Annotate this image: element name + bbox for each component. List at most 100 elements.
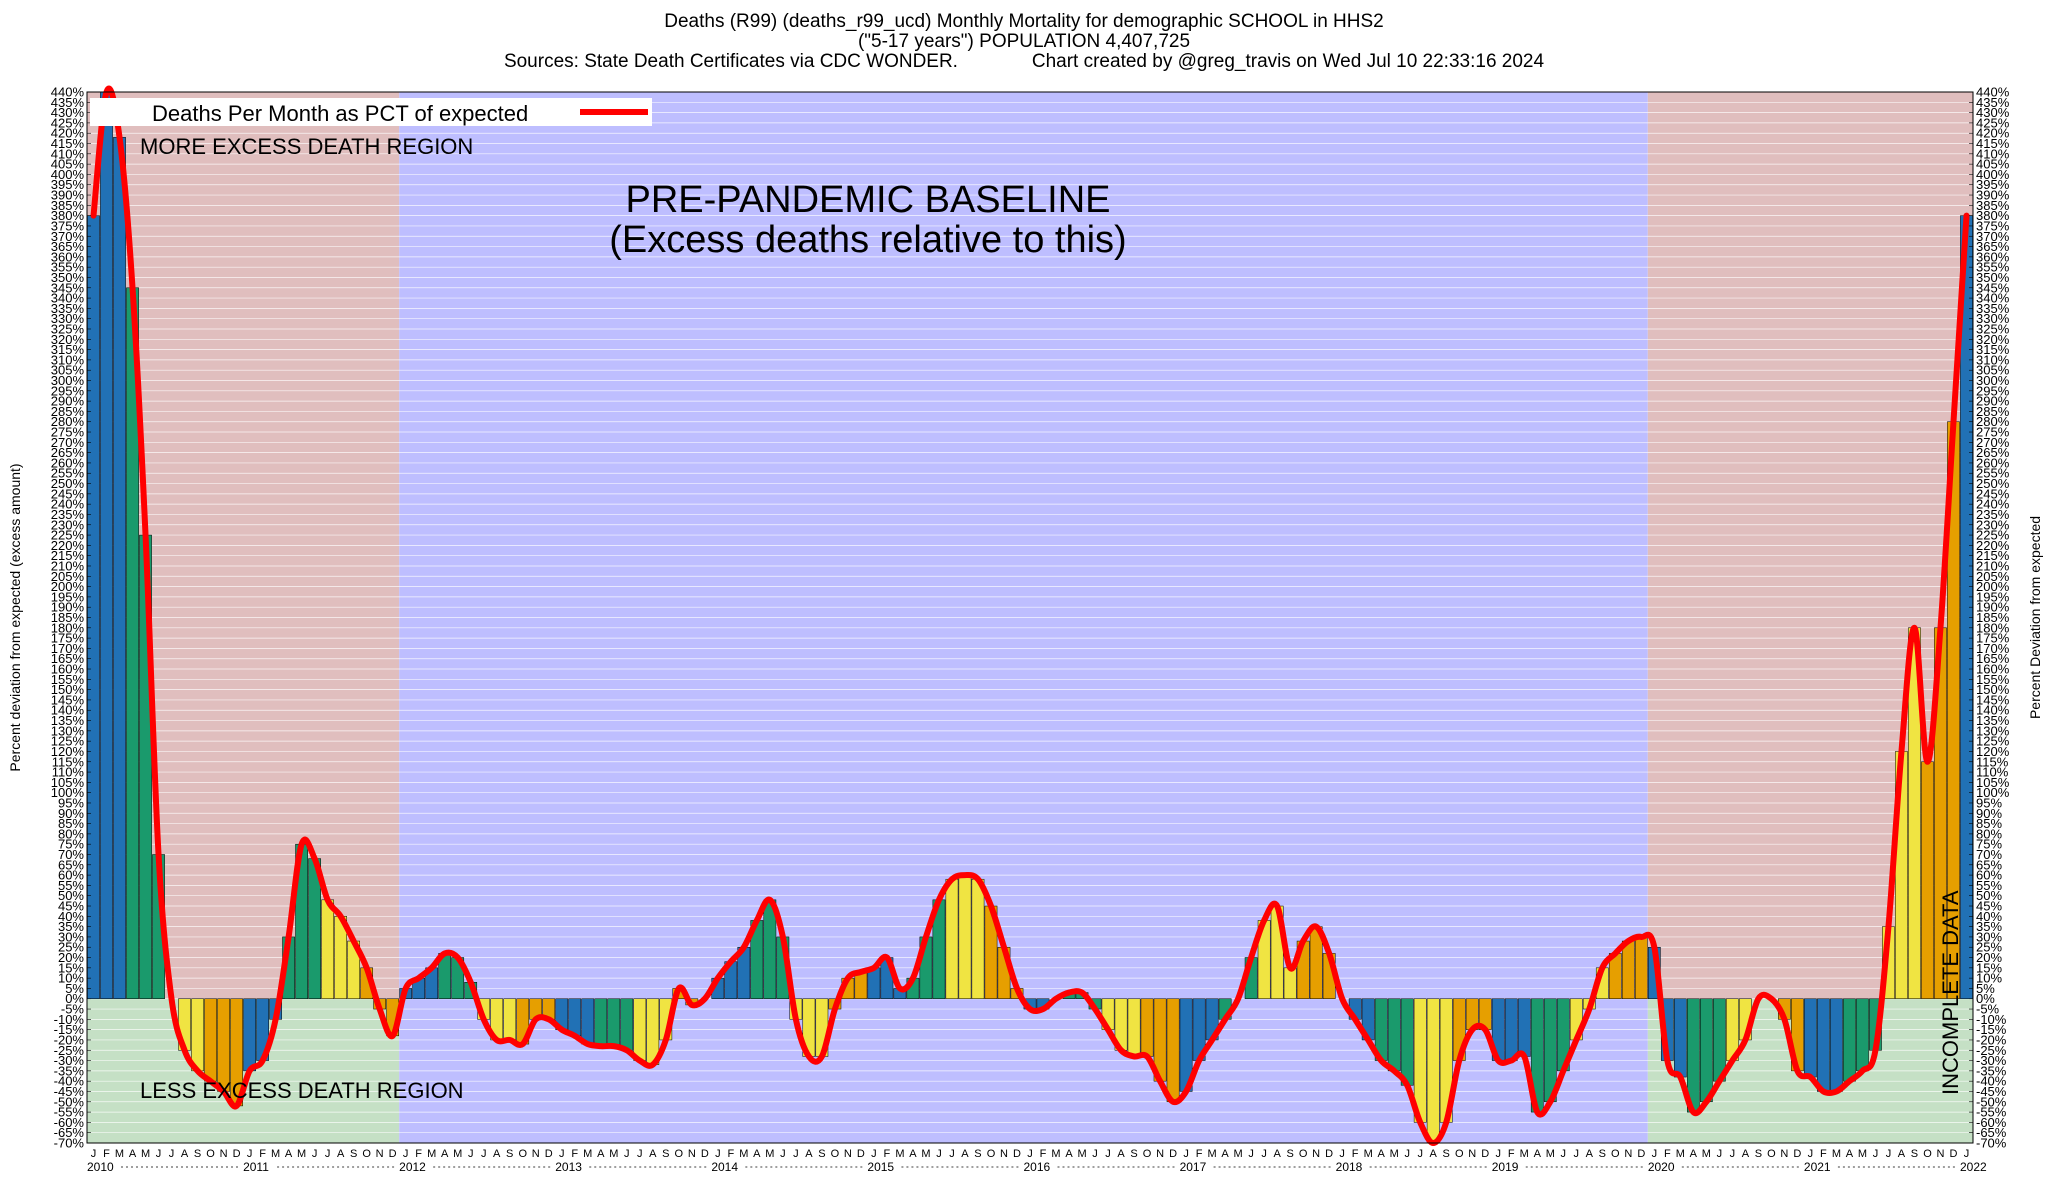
y-tick-label-left: 90%	[58, 806, 84, 821]
month-tick-label: J	[949, 1148, 955, 1160]
y-tick-label-right: 195%	[1976, 589, 2010, 604]
y-tick-label-right: 60%	[1976, 868, 2002, 883]
chart-title-line-1: Deaths (R99) (deaths_r99_ucd) Monthly Mo…	[664, 11, 1384, 32]
month-tick-label: S	[1599, 1148, 1606, 1160]
data-bar	[1830, 998, 1843, 1092]
data-bar	[633, 998, 647, 1061]
y-tick-label-right: -10%	[1976, 1012, 2007, 1027]
month-tick-label: M	[427, 1148, 436, 1160]
data-bar	[1400, 998, 1414, 1086]
y-tick-label-right: 320%	[1976, 332, 2010, 347]
year-tick-label: 2022	[1960, 1160, 1987, 1174]
y-tick-label-right: -25%	[1976, 1043, 2007, 1058]
month-tick-label: J	[169, 1148, 175, 1160]
data-bar	[243, 998, 256, 1072]
y-tick-label-right: 215%	[1976, 548, 2010, 563]
y-tick-label-right: 340%	[1976, 291, 2010, 306]
y-tick-label-right: -50%	[1976, 1094, 2007, 1109]
month-tick-label: F	[1040, 1148, 1047, 1160]
y-tick-label-left: 185%	[51, 610, 85, 625]
data-bar	[1634, 936, 1648, 999]
data-bar	[1387, 998, 1401, 1072]
year-tick-label: 2020	[1648, 1160, 1675, 1174]
y-tick-label-left: 435%	[51, 95, 85, 110]
y-tick-label-right: -70%	[1976, 1136, 2007, 1151]
y-tick-label-left: 390%	[51, 188, 85, 203]
y-tick-label-left: 395%	[51, 177, 85, 192]
y-tick-label-right: -5%	[1976, 1002, 2000, 1017]
month-tick-label: J	[559, 1148, 565, 1160]
month-tick-label: S	[1130, 1148, 1137, 1160]
y-tick-label-right: 325%	[1976, 321, 2010, 336]
month-tick-label: A	[597, 1148, 605, 1160]
y-tick-label-right: 400%	[1976, 167, 2010, 182]
y-tick-label-right: 275%	[1976, 425, 2010, 440]
month-tick-label: J	[1808, 1148, 1814, 1160]
month-tick-label: A	[1742, 1148, 1750, 1160]
month-tick-label: A	[493, 1148, 501, 1160]
month-tick-label: S	[974, 1148, 981, 1160]
y-tick-label-left: 175%	[51, 631, 85, 646]
y-tick-label-left: -55%	[54, 1105, 85, 1120]
y-tick-label-right: 110%	[1976, 765, 2009, 780]
data-bar	[100, 91, 113, 999]
month-tick-label: F	[259, 1148, 266, 1160]
month-tick-label: J	[1248, 1148, 1254, 1160]
y-tick-label-right: 290%	[1976, 394, 2010, 409]
month-tick-label: D	[1637, 1148, 1645, 1160]
month-tick-label: J	[1964, 1148, 1970, 1160]
month-tick-label: M	[1234, 1148, 1243, 1160]
month-tick-label: F	[415, 1148, 422, 1160]
y-tick-label-left: 295%	[51, 383, 85, 398]
month-tick-label: A	[1534, 1148, 1542, 1160]
year-tick-label: 2018	[1336, 1160, 1363, 1174]
y-tick-label-left: 405%	[51, 157, 85, 172]
month-tick-label: M	[739, 1148, 748, 1160]
month-tick-label: D	[1793, 1148, 1801, 1160]
month-tick-label: J	[936, 1148, 942, 1160]
y-tick-label-left: 45%	[58, 899, 84, 914]
y-tick-label-right: 355%	[1976, 260, 2010, 275]
y-tick-label-right: 240%	[1976, 497, 2010, 512]
y-tick-label-right: 120%	[1976, 744, 2010, 759]
y-tick-label-right: 435%	[1976, 95, 2010, 110]
month-tick-label: M	[609, 1148, 618, 1160]
month-tick-label: S	[1443, 1148, 1450, 1160]
y-tick-label-left: 360%	[51, 249, 85, 264]
y-tick-label-left: 210%	[51, 558, 85, 573]
y-tick-label-left: 50%	[58, 888, 84, 903]
month-tick-label: D	[701, 1148, 709, 1160]
y-tick-label-right: 135%	[1976, 713, 2010, 728]
y-axis-title-right: Percent Deviation from expected	[2027, 516, 2043, 719]
year-tick-label: 2019	[1492, 1160, 1519, 1174]
region-labels: MORE EXCESS DEATH REGION LESS EXCESS DEA…	[140, 134, 1963, 1103]
y-tick-label-left: -20%	[54, 1032, 85, 1047]
month-tick-label: M	[1702, 1148, 1711, 1160]
y-tick-label-right: 345%	[1976, 280, 2010, 295]
month-tick-label: M	[765, 1148, 774, 1160]
month-tick-label: M	[115, 1148, 124, 1160]
month-tick-label: J	[1574, 1148, 1580, 1160]
month-tick-label: N	[1624, 1148, 1632, 1160]
y-tick-label-right: 70%	[1976, 847, 2002, 862]
y-tick-label-left: 320%	[51, 332, 85, 347]
y-tick-label-right: 310%	[1976, 352, 2010, 367]
y-tick-label-right: 225%	[1976, 528, 2010, 543]
y-tick-label-left: 240%	[51, 497, 85, 512]
y-tick-label-left: 170%	[51, 641, 85, 656]
data-bar	[1504, 998, 1518, 1061]
axes: -70% -70%-65% -65%-60% -60%-55% -55%-50% -50%…	[7, 85, 2043, 1175]
y-tick-label-right: 270%	[1976, 435, 2010, 450]
y-tick-label-left: 115%	[52, 754, 85, 769]
y-tick-label-left: 200%	[51, 579, 85, 594]
month-tick-label: D	[545, 1148, 553, 1160]
y-tick-label-left: 400%	[51, 167, 85, 182]
y-tick-label-right: 210%	[1976, 558, 2010, 573]
y-tick-label-right: 10%	[1976, 971, 2002, 986]
month-tick-label: N	[1312, 1148, 1320, 1160]
y-tick-label-left: 300%	[51, 373, 85, 388]
month-tick-label: J	[403, 1148, 409, 1160]
y-tick-label-left: 130%	[51, 723, 85, 738]
month-tick-label: M	[1051, 1148, 1060, 1160]
month-tick-label: J	[1105, 1148, 1111, 1160]
